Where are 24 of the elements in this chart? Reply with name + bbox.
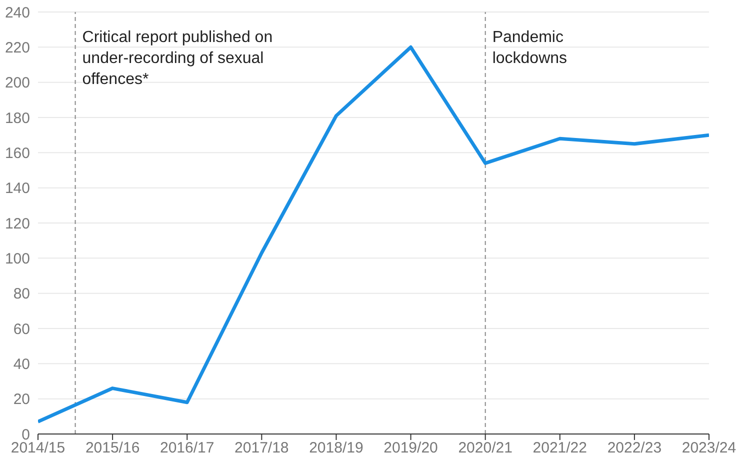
y-tick-label: 240 xyxy=(4,4,30,22)
x-tick-label: 2015/16 xyxy=(85,440,140,457)
y-tick-label: 20 xyxy=(13,391,30,408)
y-tick-label: 80 xyxy=(13,286,30,303)
x-tick-label: 2021/22 xyxy=(532,440,588,457)
line-series xyxy=(38,45,709,424)
y-tick-label: 100 xyxy=(4,250,30,268)
y-tick-label: 120 xyxy=(4,215,30,232)
y-tick-label: 180 xyxy=(4,110,30,127)
x-tick-label: 2023/24 xyxy=(682,440,736,457)
x-tick-label: 2020/21 xyxy=(458,440,512,457)
ref-line-label: Pandemic lockdowns xyxy=(492,29,568,67)
x-tick-label: 2017/18 xyxy=(234,440,289,457)
y-tick-label: 140 xyxy=(4,180,30,198)
y-tick-label: 200 xyxy=(4,74,30,92)
x-tick-label: 2022/23 xyxy=(607,440,662,457)
y-tick-label: 160 xyxy=(4,144,30,162)
y-tick-label: 40 xyxy=(13,356,30,373)
x-tick-label: 2016/17 xyxy=(160,440,214,457)
x-tick-label: 2019/20 xyxy=(384,440,438,457)
x-tick-label: 2018/19 xyxy=(309,440,364,457)
annotation: Critical report published on under-recording of sexual offences* xyxy=(82,29,273,88)
y-tick-label: 60 xyxy=(13,320,30,338)
y-tick-label: 220 xyxy=(4,39,30,56)
